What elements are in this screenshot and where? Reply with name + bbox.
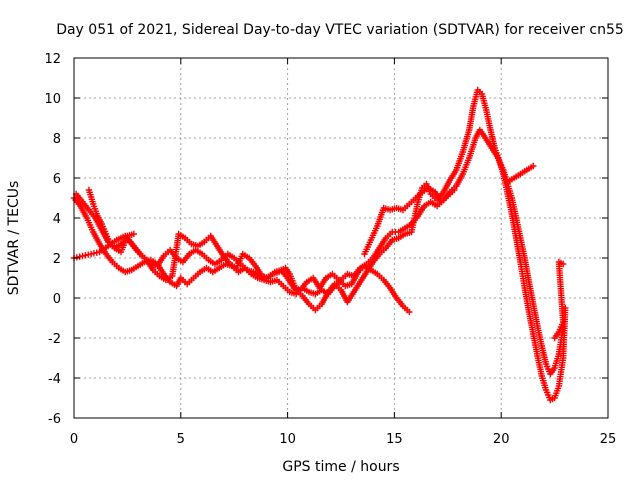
x-tick-label: 5 [177,432,185,447]
x-tick-label: 25 [600,432,617,447]
y-tick-label: 2 [53,252,61,267]
series-track-a [70,126,567,378]
series-track-b [70,86,569,404]
y-tick-label: 4 [53,212,61,227]
x-axis-label: GPS time / hours [282,459,399,475]
y-tick-label: 0 [53,292,61,307]
grid-lines [74,58,608,418]
data-point [530,162,537,170]
y-tick-labels: -6 -4 -2 0 2 4 6 8 10 12 [44,52,61,427]
y-tick-label: -4 [48,372,61,387]
chart-title: Day 051 of 2021, Sidereal Day-to-day VTE… [56,22,624,38]
x-tick-label: 15 [386,432,403,447]
data-marks [70,86,569,404]
data-point [130,230,138,238]
y-tick-label: 8 [53,132,61,147]
y-tick-label: -2 [48,332,61,347]
y-tick-label: 12 [44,52,61,67]
y-tick-label: 10 [44,92,61,107]
series-track-c [72,190,413,316]
series-track-d [85,162,567,342]
y-axis-label: SDTVAR / TECUs [6,181,22,296]
data-point [406,308,413,316]
x-tick-label: 10 [279,432,296,447]
data-point [451,186,458,194]
x-tick-labels: 0 5 10 15 20 25 [70,432,616,447]
x-tick-label: 20 [493,432,510,447]
plot-frame [73,57,609,419]
data-point [559,260,567,268]
axis-ticks [73,57,609,419]
x-tick-label: 0 [70,432,78,447]
y-tick-label: 6 [53,172,61,187]
y-tick-label: -6 [48,412,61,427]
